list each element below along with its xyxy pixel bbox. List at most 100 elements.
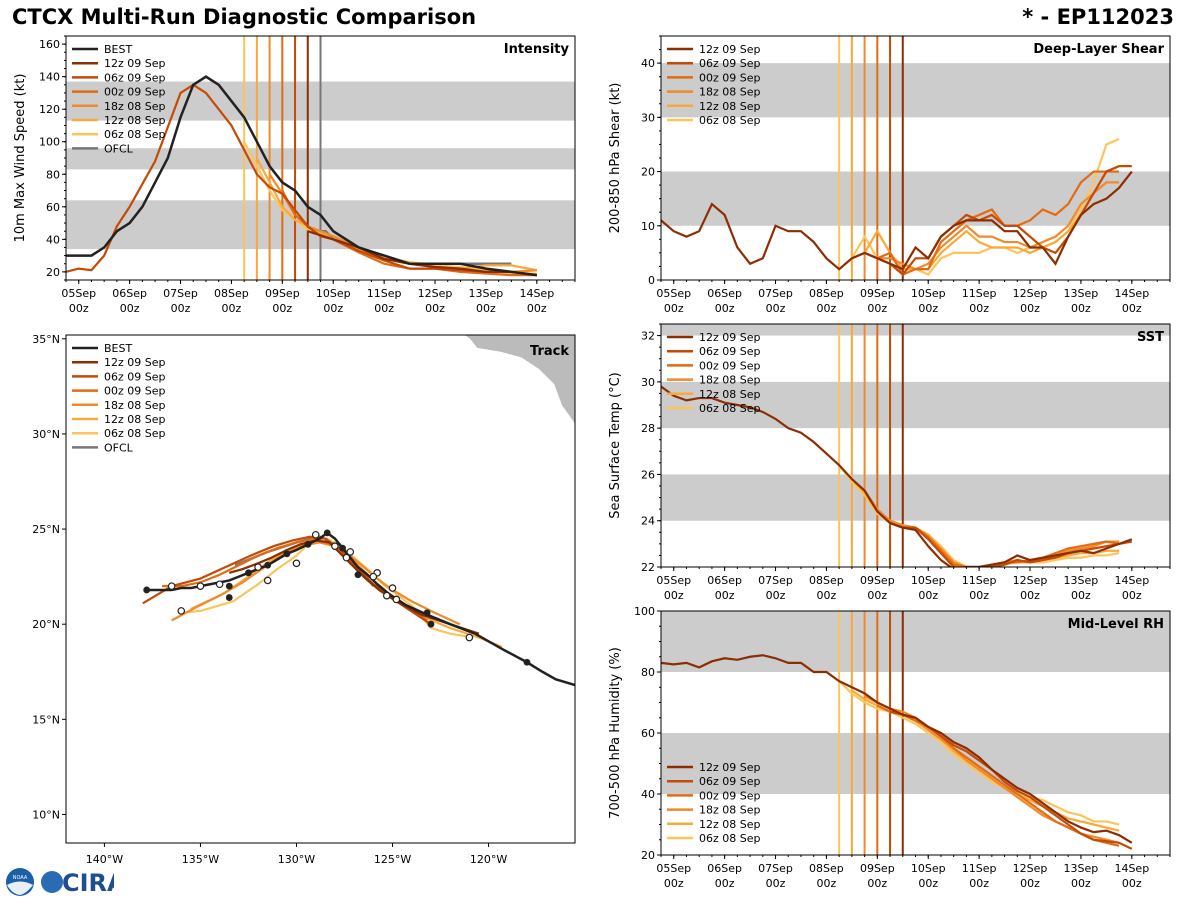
rh-xtick-label: 00z	[766, 877, 786, 890]
track-best-position-marker	[354, 571, 362, 579]
sst-xtick-label: 00z	[664, 589, 684, 602]
shear-xtick-label: 11Sep	[962, 287, 997, 300]
track-frame	[65, 334, 576, 844]
track-position-marker	[196, 582, 205, 590]
rh-xtick-label: 13Sep	[1064, 862, 1099, 875]
track-position-marker	[263, 576, 272, 585]
shear-series-00z-09-sep	[876, 170, 1120, 276]
track-best-position-marker	[323, 529, 331, 537]
rh-xtick-label: 00z	[817, 877, 837, 890]
rh-legend-entry: 12z 09 Sep	[699, 761, 761, 774]
rh-xtick-label: 07Sep	[758, 862, 793, 875]
track-xtick-label: 140°W	[86, 853, 123, 866]
shear-series-18z-08-sep	[864, 181, 1120, 271]
sst-xtick-label: 00z	[1071, 589, 1091, 602]
shear-band-1	[661, 63, 1170, 118]
rh-legend-entry: 06z 08 Sep	[699, 832, 761, 845]
intensity-xtick-label: 00z	[120, 302, 140, 315]
shear-xtick-label: 00z	[766, 302, 786, 315]
intensity-ytick-label: 40	[46, 233, 60, 246]
rh-xtick-label: 06Sep	[707, 862, 742, 875]
shear-xtick-label: 07Sep	[758, 287, 793, 300]
rh-xtick-label: 00z	[715, 877, 735, 890]
rh-xtick-label: 12Sep	[1013, 862, 1048, 875]
rh-ylabel: 700-500 hPa Humidity (%)	[608, 647, 623, 819]
cira-logo-text: CIRA	[62, 869, 114, 897]
track-best-position-marker	[523, 658, 531, 666]
intensity-series-12z-09-sep	[307, 230, 537, 277]
intensity-xtick-label: 07Sep	[163, 287, 198, 300]
sst-panel: 22 24 26 28 30 32 05Sep 00z 06Sep 00z 07Sep 00z 08Se…	[608, 323, 1171, 602]
sst-series-06z-09-sep	[889, 521, 1133, 567]
track-position-marker	[254, 563, 262, 571]
intensity-legend-entry: 12z 09 Sep	[104, 57, 166, 70]
track-legend-entry: BEST	[104, 342, 132, 355]
page-title: CTCX Multi-Run Diagnostic Comparison	[12, 5, 477, 29]
track-position-marker	[388, 584, 397, 592]
intensity-ytick-label: 60	[46, 201, 60, 214]
intensity-xtick-label: 00z	[374, 302, 394, 315]
sst-xtick-label: 00z	[918, 589, 938, 602]
sst-ytick-label: 30	[641, 376, 655, 389]
sst-ylabel: Sea Surface Temp (°C)	[608, 372, 623, 519]
sst-xtick-label: 12Sep	[1013, 574, 1048, 587]
intensity-legend-entry: OFCL	[104, 142, 134, 155]
sst-legend-entry: 12z 09 Sep	[699, 331, 761, 344]
intensity-legend-entry: BEST	[104, 43, 132, 56]
shear-ytick-label: 0	[648, 274, 655, 287]
shear-legend-entry: 12z 09 Sep	[699, 43, 761, 56]
shear-ytick-label: 20	[641, 166, 655, 179]
sst-legend-entry: 00z 09 Sep	[699, 359, 761, 372]
shear-ytick-label: 10	[641, 220, 655, 233]
track-best-position-marker	[264, 561, 272, 569]
track-legend-entry: 06z 09 Sep	[104, 370, 166, 383]
shear-ytick-label: 40	[641, 57, 655, 70]
intensity-xtick-label: 00z	[272, 302, 292, 315]
shear-xtick-label: 00z	[1122, 302, 1142, 315]
shear-xtick-label: 00z	[1071, 302, 1091, 315]
track-ytick-label: 35°N	[32, 333, 60, 346]
shear-series-12z-09-sep	[661, 170, 1133, 271]
track-ytick-label: 25°N	[32, 523, 60, 536]
rh-xtick-label: 11Sep	[962, 862, 997, 875]
track-best-position-marker	[339, 544, 346, 552]
shear-xtick-label: 09Sep	[860, 287, 895, 300]
shear-ylabel: 200-850 hPa Shear (kt)	[608, 83, 623, 234]
cira-logo: NOAA CIRA	[6, 868, 114, 897]
shear-xtick-label: 00z	[969, 302, 989, 315]
shear-xtick-label: 08Sep	[809, 287, 844, 300]
intensity-xtick-label: 11Sep	[367, 287, 402, 300]
track-best-position-marker	[304, 540, 312, 548]
intensity-ytick-label: 120	[39, 103, 60, 116]
sst-legend-entry: 18z 08 Sep	[699, 374, 761, 387]
sst-xtick-label: 00z	[1122, 589, 1142, 602]
track-xtick-label: 135°W	[182, 853, 219, 866]
sst-xtick-label: 05Sep	[656, 574, 691, 587]
intensity-series-06z-09-sep	[66, 83, 537, 277]
track-position-marker	[292, 559, 301, 568]
rh-title: Mid-Level RH	[1068, 617, 1164, 632]
sst-xtick-label: 11Sep	[962, 574, 997, 587]
sst-xtick-label: 00z	[715, 589, 735, 602]
intensity-xtick-label: 13Sep	[469, 287, 504, 300]
track-legend-entry: 00z 09 Sep	[104, 385, 166, 398]
shear-xtick-label: 00z	[664, 302, 684, 315]
intensity-ytick-label: 20	[46, 266, 60, 279]
sst-ytick-label: 24	[641, 515, 655, 528]
sst-ytick-label: 26	[641, 468, 655, 481]
sst-band-0	[661, 474, 1170, 521]
shear-legend-entry: 06z 08 Sep	[699, 114, 761, 127]
track-xtick-label: 120°W	[470, 853, 507, 866]
track-best-position-marker	[225, 582, 233, 590]
sst-xtick-label: 00z	[1020, 589, 1040, 602]
intensity-xtick-label: 00z	[69, 302, 89, 315]
shear-xtick-label: 00z	[918, 302, 938, 315]
track-legend-entry: 18z 08 Sep	[104, 399, 166, 412]
track-xtick-label: 125°W	[374, 853, 411, 866]
track-legend-entry: OFCL	[104, 441, 134, 454]
sst-xtick-label: 00z	[969, 589, 989, 602]
sst-plot-area	[661, 324, 1170, 567]
intensity-xtick-label: 08Sep	[214, 287, 249, 300]
shear-xtick-label: 00z	[867, 302, 887, 315]
